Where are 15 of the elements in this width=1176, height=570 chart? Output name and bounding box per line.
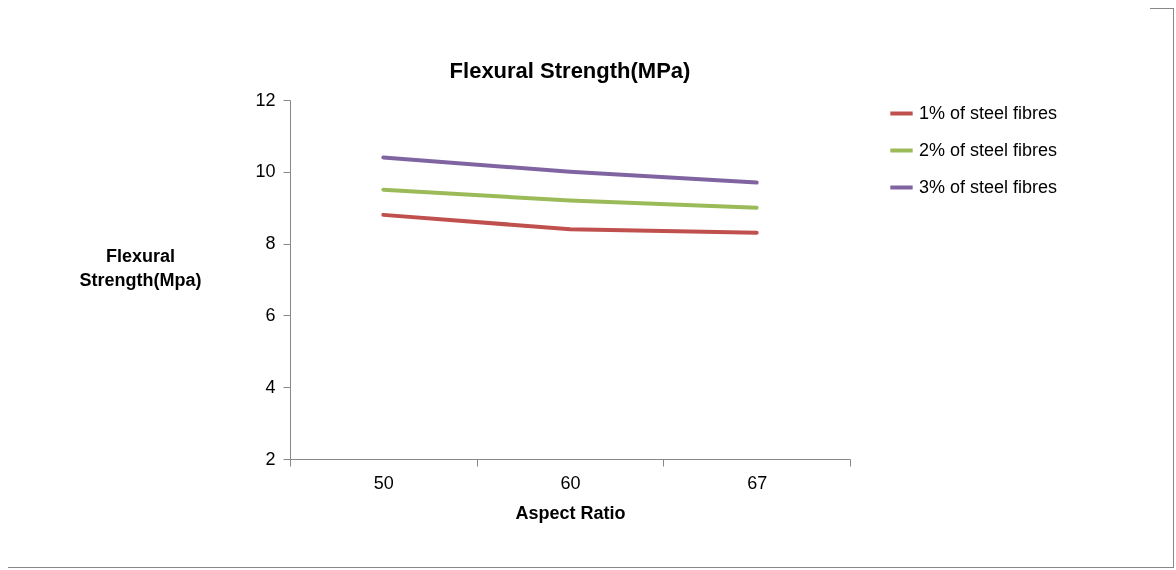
y-tick-label: 8 <box>265 233 276 254</box>
x-tick-label: 67 <box>747 472 768 493</box>
legend-label: 2% of steel fibres <box>919 139 1058 160</box>
y-tick-label: 12 <box>255 89 276 110</box>
y-axis-title: Flexural Strength(Mpa) <box>79 245 202 290</box>
legend-label: 3% of steel fibres <box>919 176 1058 197</box>
y-tick-label: 4 <box>265 376 276 397</box>
legend-label: 1% of steel fibres <box>919 102 1058 123</box>
x-tick-label: 50 <box>373 472 394 493</box>
chart-title: Flexural Strength(MPa) <box>449 58 691 83</box>
x-tick-label: 60 <box>560 472 581 493</box>
x-axis-title: Aspect Ratio <box>515 502 626 523</box>
y-tick-label: 10 <box>255 161 276 182</box>
y-tick-label: 2 <box>265 448 276 469</box>
y-tick-label: 6 <box>265 304 276 325</box>
